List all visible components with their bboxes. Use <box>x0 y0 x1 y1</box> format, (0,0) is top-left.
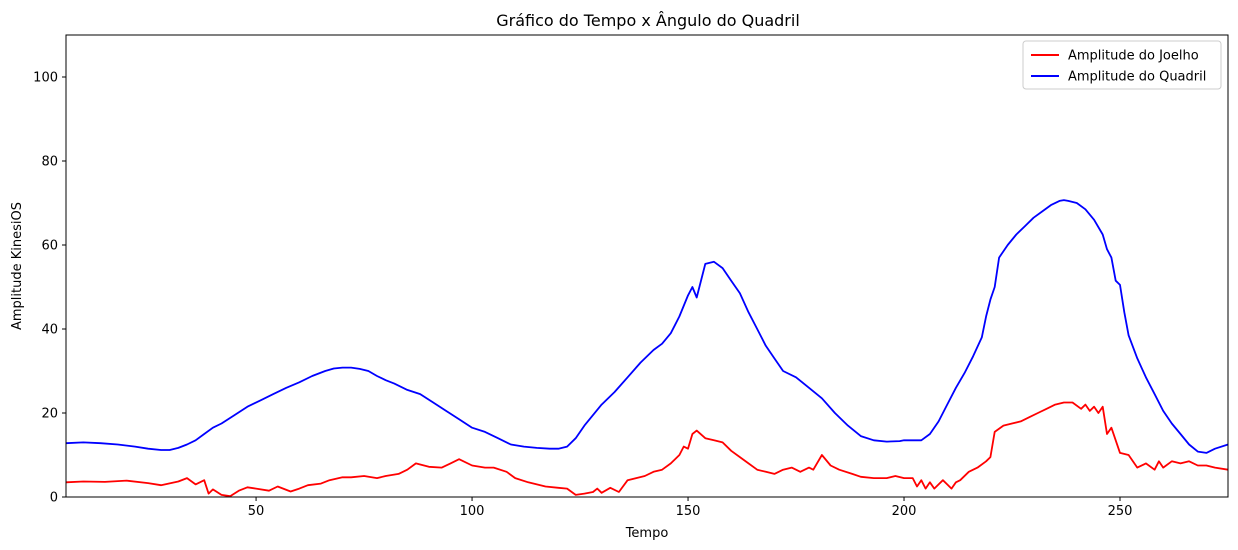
x-tick-label: 250 <box>1108 504 1133 519</box>
plot-frame <box>65 34 1229 498</box>
chart-title: Gráfico do Tempo x Ângulo do Quadril <box>496 11 800 30</box>
y-axis: 0 20 40 60 80 100 <box>33 71 66 506</box>
x-tick-label: 100 <box>460 504 485 519</box>
y-tick-label: 100 <box>33 71 58 86</box>
series-line-2 <box>65 199 1229 454</box>
legend-label: Amplitude do Quadril <box>1068 70 1206 85</box>
y-tick-label: 40 <box>41 323 58 338</box>
y-tick-label: 80 <box>41 155 58 170</box>
y-tick-label: 20 <box>41 407 58 422</box>
x-tick-label: 50 <box>248 504 265 519</box>
y-axis-title: Amplitude KinesiOS <box>10 202 25 330</box>
y-tick-label: 60 <box>41 239 58 254</box>
legend: Amplitude do Joelho Amplitude do Quadril <box>1022 40 1222 90</box>
y-tick-label: 0 <box>50 491 58 506</box>
legend-box <box>1022 40 1222 90</box>
x-axis: 50 100 150 200 250 <box>248 497 1133 519</box>
series-line-1 <box>65 401 1229 498</box>
x-tick-label: 150 <box>676 504 701 519</box>
x-axis-title: Tempo <box>625 526 669 541</box>
plot-area <box>65 199 1229 498</box>
legend-label: Amplitude do Joelho <box>1068 49 1199 64</box>
x-tick-label: 200 <box>892 504 917 519</box>
